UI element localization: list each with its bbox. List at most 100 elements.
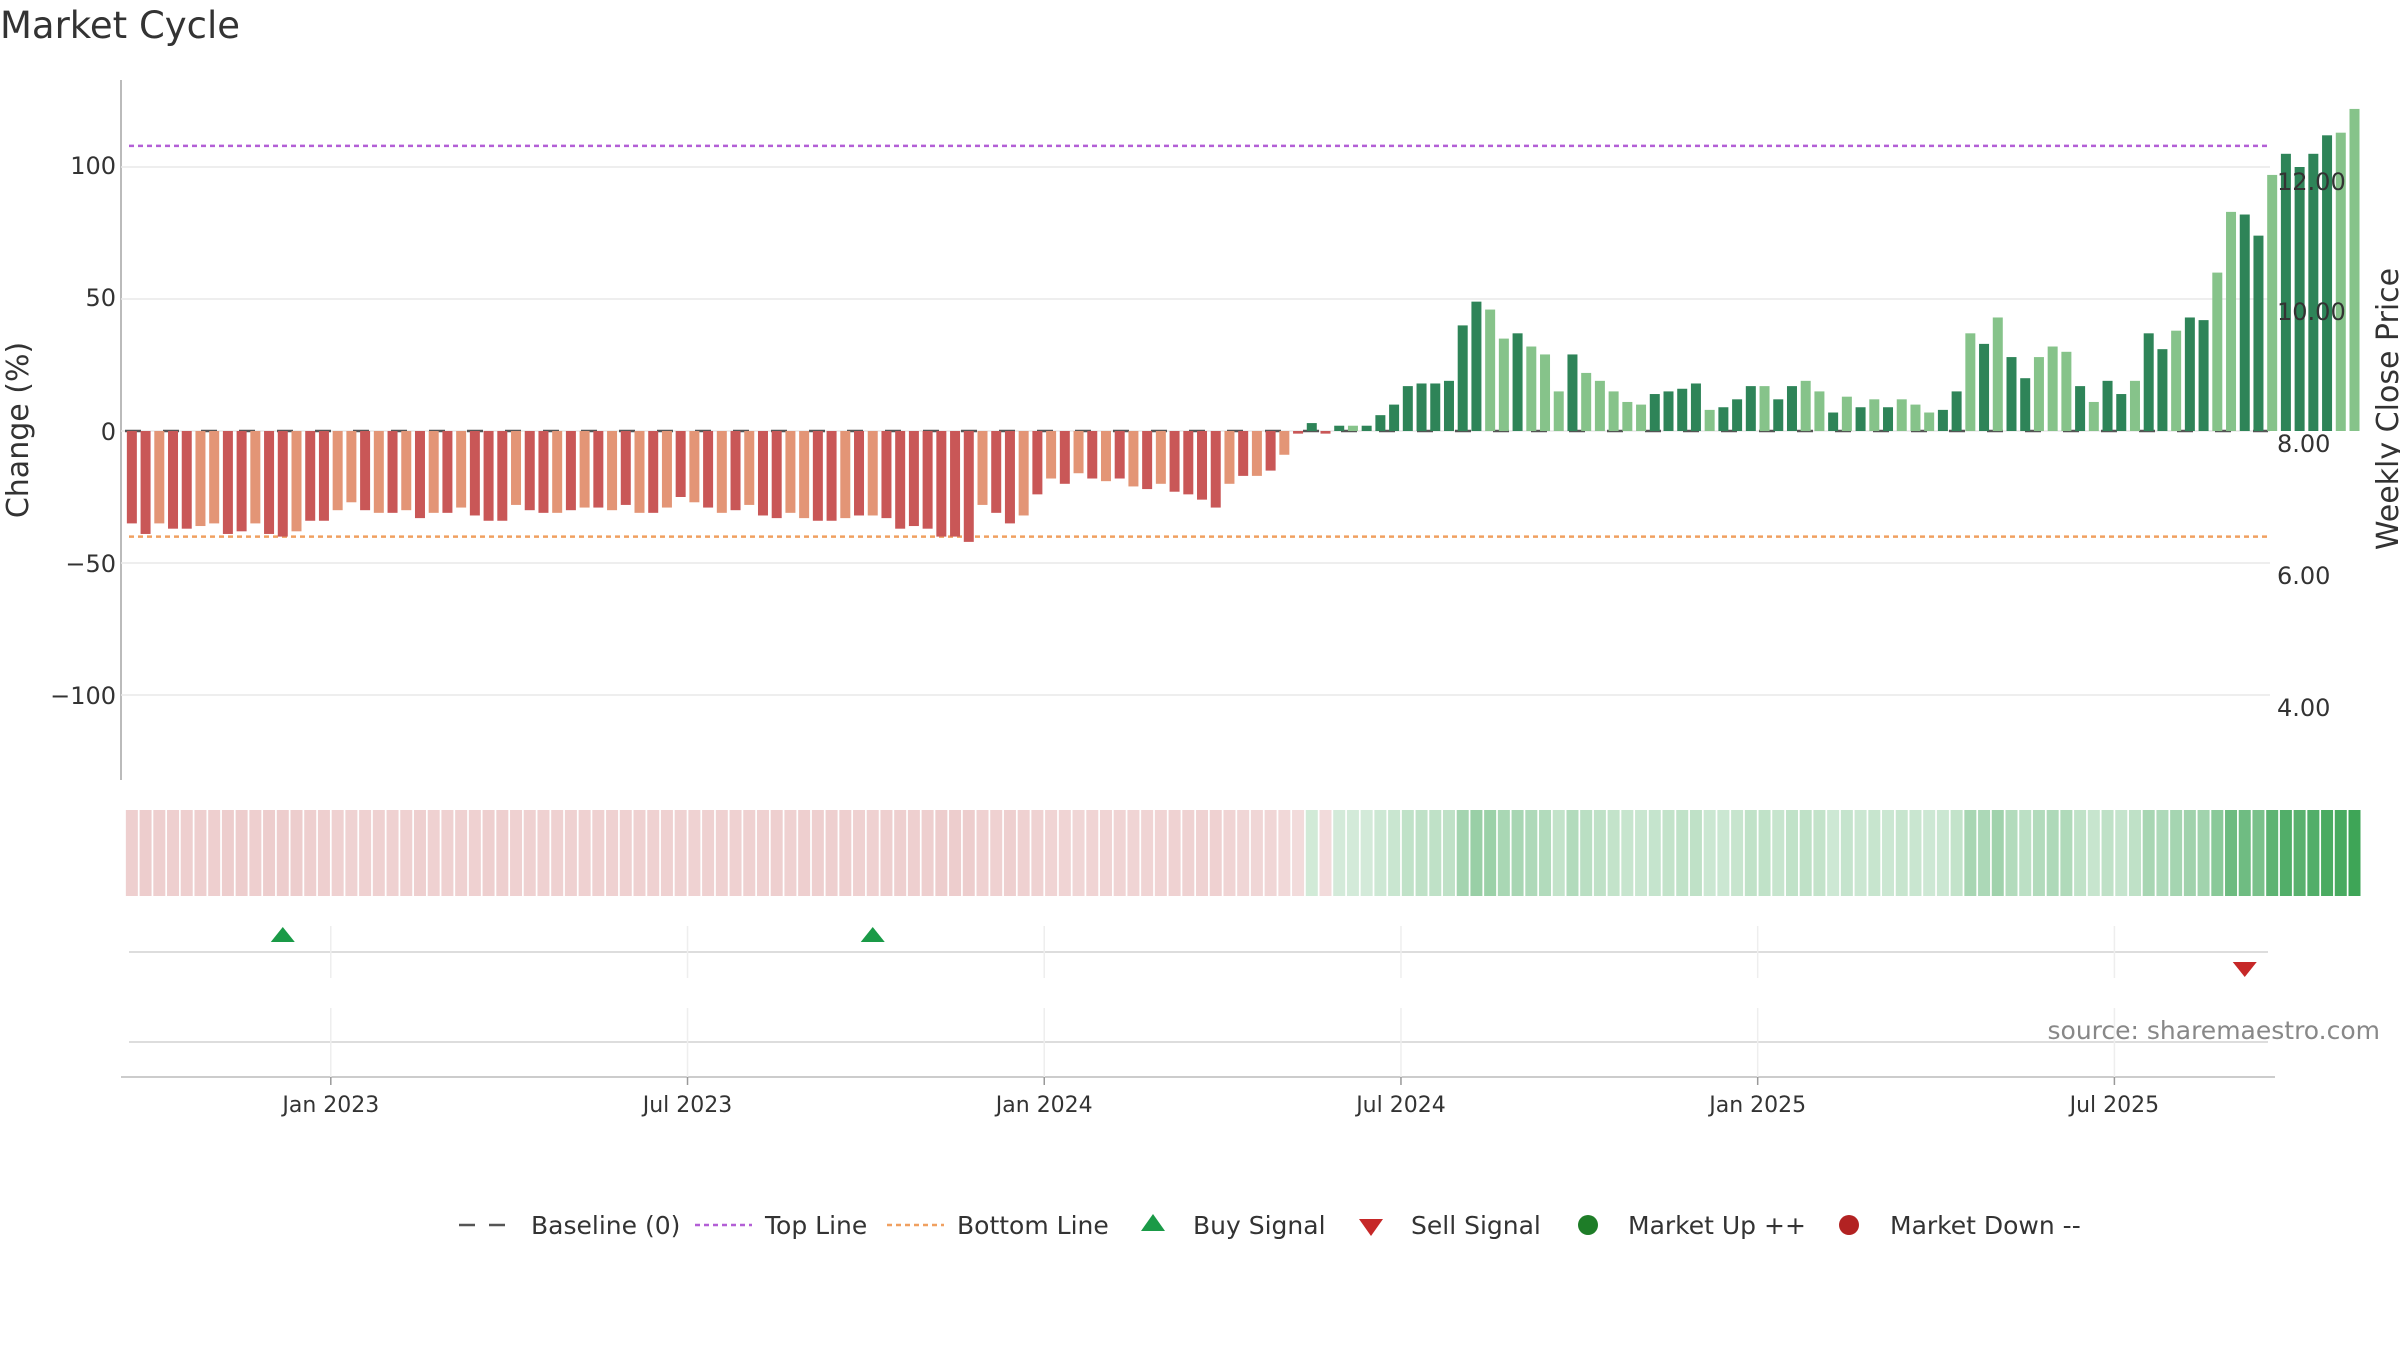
market-down-dot-icon: [1839, 1215, 1859, 1235]
strip-cell: [688, 810, 701, 896]
strip-cell: [1566, 810, 1579, 896]
strip-cell: [235, 810, 248, 896]
strip-cell: [1813, 810, 1826, 896]
strip-cell: [2005, 810, 2018, 896]
strip-cell: [1278, 810, 1291, 896]
bar: [2116, 394, 2127, 431]
legend-label: Buy Signal: [1193, 1211, 1326, 1240]
bar: [2020, 378, 2031, 431]
bar: [209, 431, 220, 524]
strip-cell: [413, 810, 426, 896]
bar: [1498, 338, 1509, 431]
bar: [1567, 354, 1578, 431]
strip-cell: [619, 810, 632, 896]
strip-cell: [647, 810, 660, 896]
strip-cell: [372, 810, 385, 896]
bar: [2349, 108, 2360, 432]
strip-cell: [1017, 810, 1030, 896]
bar: [1443, 380, 1454, 431]
strip-cell: [674, 810, 687, 896]
strip-cell: [1525, 810, 1538, 896]
bar: [2308, 153, 2319, 432]
bar: [456, 431, 467, 508]
strip-cell: [935, 810, 948, 896]
bar: [2033, 357, 2044, 431]
bar: [2143, 333, 2154, 431]
bar: [1622, 401, 1633, 431]
strip-cell: [2279, 810, 2292, 896]
strip-cell: [1031, 810, 1044, 896]
strip-cell: [1401, 810, 1414, 896]
bar: [291, 431, 302, 532]
bar: [1279, 431, 1290, 455]
bar: [332, 431, 343, 511]
bar: [2253, 235, 2264, 431]
bar: [2198, 320, 2209, 431]
legend-item-market-up: Market Up ++: [1578, 1211, 1806, 1240]
strip-cell: [1264, 810, 1277, 896]
strip-cell: [1964, 810, 1977, 896]
bar: [565, 431, 576, 511]
strip-cell: [1950, 810, 1963, 896]
bar: [908, 431, 919, 527]
x-tick-label: Jul 2024: [1354, 1093, 1446, 1118]
strip-cell: [770, 810, 783, 896]
strip-cell: [949, 810, 962, 896]
bar: [1937, 409, 1948, 431]
bar: [579, 431, 590, 508]
buy-signal-marker: [270, 927, 295, 942]
bar: [1855, 407, 1866, 431]
bar: [2280, 153, 2291, 432]
bar: [195, 431, 206, 527]
strip-cell: [1292, 810, 1305, 896]
bar: [1841, 396, 1852, 431]
strip-cell: [290, 810, 303, 896]
strip-cell: [1223, 810, 1236, 896]
strip-cell: [1003, 810, 1016, 896]
strip-cell: [2156, 810, 2169, 896]
bar: [1238, 431, 1249, 476]
bar: [661, 431, 672, 508]
bar: [991, 431, 1002, 513]
strip-cell: [606, 810, 619, 896]
strip-cell: [1909, 810, 1922, 896]
strip-cell: [2087, 810, 2100, 896]
strip-cell: [798, 810, 811, 896]
strip-cell: [660, 810, 673, 896]
bar: [1347, 425, 1358, 431]
strip-cell: [455, 810, 468, 896]
bar: [1883, 407, 1894, 431]
bar: [1128, 431, 1139, 487]
bar: [497, 431, 508, 521]
bar: [1416, 383, 1427, 431]
bar: [414, 431, 425, 519]
bar: [1800, 380, 1811, 431]
strip-cell: [1895, 810, 1908, 896]
bar: [1375, 415, 1386, 431]
strip-cell: [304, 810, 317, 896]
strip-cell: [894, 810, 907, 896]
y2-tick-label: 12.00: [2277, 168, 2346, 196]
bar: [1896, 399, 1907, 431]
strip-cell: [510, 810, 523, 896]
bar: [1004, 431, 1015, 524]
bar: [1759, 386, 1770, 431]
strip-cell: [1360, 810, 1373, 896]
strip-cell: [2142, 810, 2155, 896]
strip-cell: [427, 810, 440, 896]
strip-cell: [2183, 810, 2196, 896]
strip-cell: [1333, 810, 1346, 896]
strip-cell: [331, 810, 344, 896]
strip-cell: [180, 810, 193, 896]
strip-cell: [1442, 810, 1455, 896]
bar: [1690, 383, 1701, 431]
bar: [1059, 431, 1070, 484]
strip-cell: [2074, 810, 2087, 896]
strip-cell: [468, 810, 481, 896]
bar: [1540, 354, 1551, 431]
chart-title: Market Cycle: [0, 4, 241, 47]
strip-cell: [1539, 810, 1552, 896]
strip-cell: [125, 810, 138, 896]
bar: [1965, 333, 1976, 431]
bar: [936, 431, 947, 537]
